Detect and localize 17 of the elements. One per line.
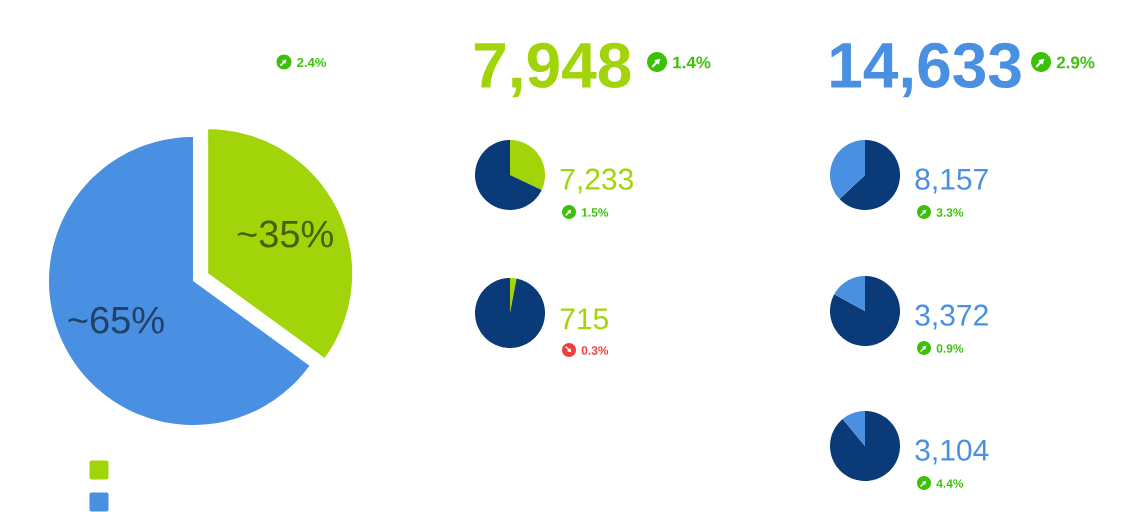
text: 2.9% <box>1056 56 1095 69</box>
text: 4.4% <box>936 479 964 488</box>
text: 14,633 <box>831 42 1021 98</box>
text: 8,157 <box>915 168 988 194</box>
text: 0.3% <box>581 346 609 355</box>
text: 7,948 <box>474 42 631 98</box>
text: 1.5% <box>581 208 609 217</box>
text: 1.4% <box>673 56 711 69</box>
text: 0.9% <box>936 344 964 353</box>
text: 3,104 <box>915 439 989 465</box>
text: 715 <box>560 308 608 330</box>
text: 3.3% <box>936 208 964 217</box>
text: 2.4% <box>297 57 326 68</box>
data-label: ~65% <box>68 306 164 334</box>
data-label: ~35% <box>237 220 333 248</box>
text: 7,233 <box>560 168 633 194</box>
text: 3,372 <box>915 304 988 330</box>
